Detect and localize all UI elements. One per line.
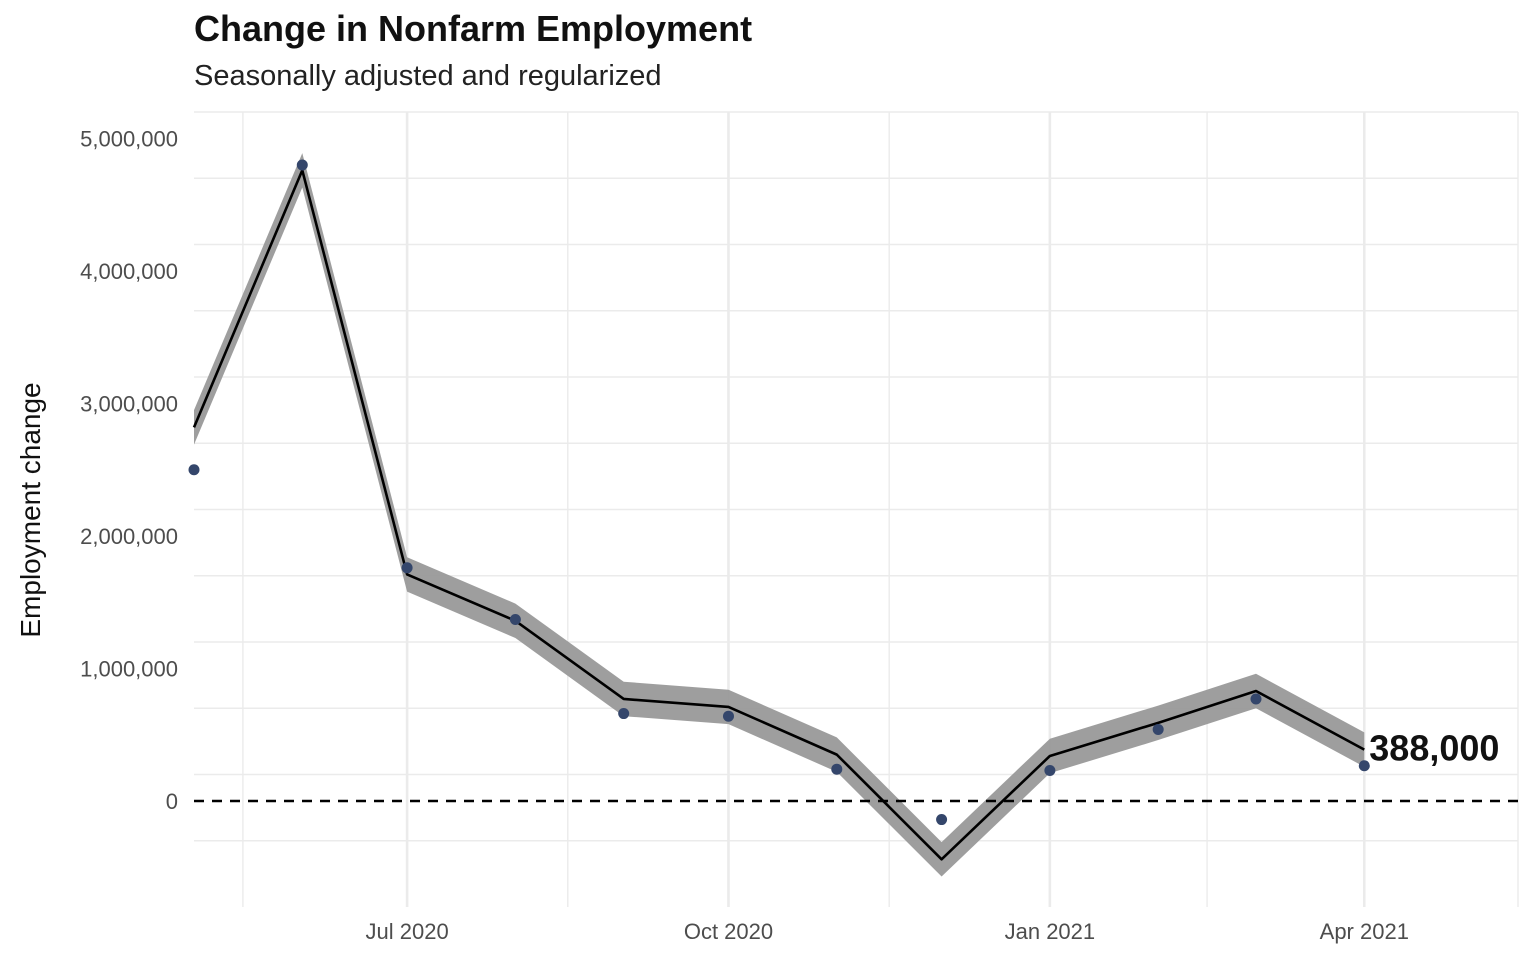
data-point: [1250, 693, 1262, 705]
data-point: [401, 562, 413, 574]
x-tick-label: Oct 2020: [684, 919, 773, 944]
y-tick-label: 5,000,000: [80, 127, 178, 152]
y-axis-label: Employment change: [15, 382, 46, 637]
data-point: [188, 464, 200, 476]
fitted-line: [192, 169, 1365, 861]
data-point: [1044, 765, 1056, 777]
y-tick-label: 0: [166, 789, 178, 814]
data-point: [936, 814, 948, 826]
band-area: [194, 153, 1365, 877]
chart-subtitle: Seasonally adjusted and regularized: [194, 60, 662, 92]
data-point: [1358, 760, 1370, 772]
y-tick-label: 4,000,000: [80, 259, 178, 284]
x-tick-label: Jul 2020: [366, 919, 449, 944]
data-point: [831, 763, 843, 775]
data-points: [188, 159, 1370, 826]
data-point: [296, 159, 308, 171]
x-tick-label: Apr 2021: [1320, 919, 1409, 944]
data-point: [1152, 723, 1164, 735]
confidence-band: [194, 153, 1365, 877]
y-tick-label: 3,000,000: [80, 392, 178, 417]
y-axis-ticks: 0 1,000,000 2,000,000 3,000,000 4,000,000 5,0…: [80, 127, 178, 815]
x-axis-ticks: Jul 2020 Oct 2020 Jan 2021 Apr 2021: [366, 919, 1409, 944]
y-tick-label: 2,000,000: [80, 524, 178, 549]
trend-line: [192, 169, 1365, 861]
x-tick-label: Jan 2021: [1005, 919, 1096, 944]
end-value-label: 388,000: [1369, 728, 1499, 769]
data-point: [509, 613, 521, 625]
chart-title: Change in Nonfarm Employment: [194, 8, 753, 49]
data-point: [618, 708, 630, 720]
y-tick-label: 1,000,000: [80, 657, 178, 682]
data-point: [722, 710, 734, 722]
